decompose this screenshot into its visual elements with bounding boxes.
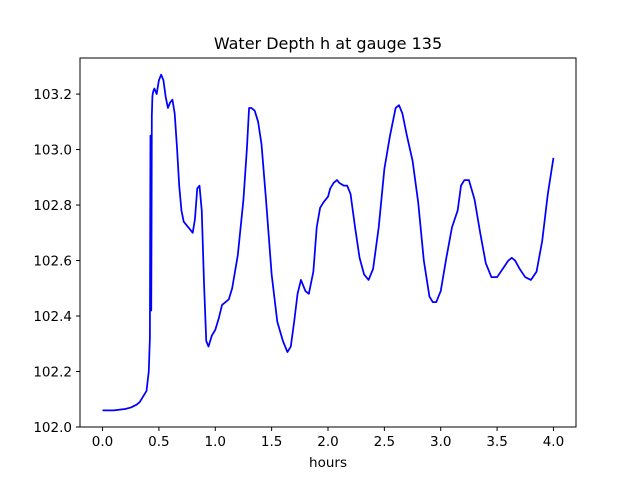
- x-tick-label: 3.0: [430, 434, 451, 450]
- y-tick-label: 102.0: [33, 420, 72, 436]
- y-tick-label: 102.2: [33, 365, 72, 381]
- x-tick-label: 4.0: [543, 434, 564, 450]
- plot-area: [102, 73, 555, 412]
- y-tick-label: 102.8: [33, 198, 72, 214]
- x-axis-label: hours: [309, 455, 347, 471]
- series-line: [102, 73, 555, 412]
- x-tick-label: 2.5: [374, 434, 395, 450]
- y-tick-label: 103.2: [33, 87, 72, 103]
- x-tick-label: 1.5: [261, 434, 282, 450]
- x-tick-label: 3.5: [486, 434, 507, 450]
- x-tick-label: 1.0: [205, 434, 226, 450]
- y-tick-label: 102.4: [33, 309, 72, 325]
- y-axis: 102.0 102.2 102.4 102.6 102.8 103.0 103.2: [33, 87, 80, 436]
- x-tick-label: 0.0: [92, 434, 113, 450]
- chart-title: Water Depth h at gauge 135: [214, 34, 442, 53]
- x-axis: 0.0 0.5 1.0 1.5 2.0 2.5 3.0 3.5 4.0: [92, 427, 564, 450]
- y-tick-label: 102.6: [33, 254, 72, 270]
- x-tick-label: 2.0: [317, 434, 338, 450]
- x-tick-label: 0.5: [148, 434, 169, 450]
- y-tick-label: 103.0: [33, 143, 72, 159]
